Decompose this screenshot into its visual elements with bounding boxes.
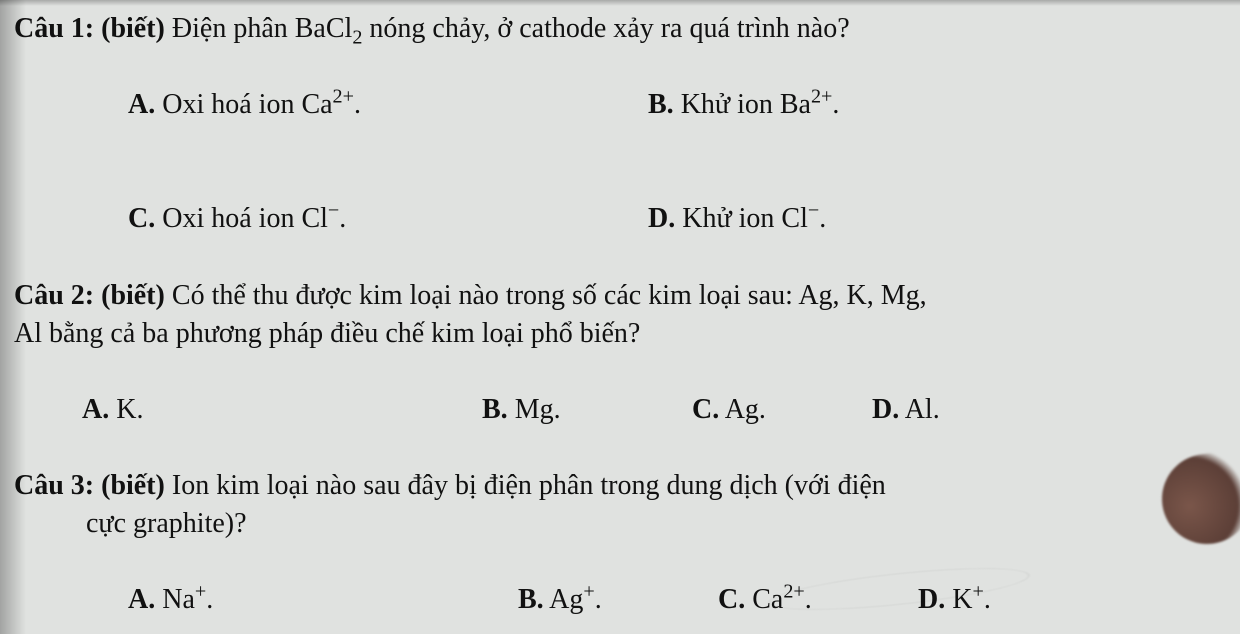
option-sup: 2+ [783, 581, 804, 603]
option-text: . [339, 203, 346, 234]
option-b: B. Mg. [440, 353, 650, 467]
option-sup: + [972, 581, 983, 603]
option-key: A. [82, 394, 109, 425]
option-key: A. [128, 89, 155, 120]
option-a: A. Oxi hoá ion Ca2+. [86, 48, 606, 162]
stem-text: Ion kim loại nào sau đây bị điện phân tr… [172, 470, 886, 501]
option-text: K [945, 584, 972, 615]
option-text: . [595, 584, 602, 615]
option-key: C. [692, 394, 719, 425]
stem-sub: 2 [352, 27, 362, 49]
option-key: C. [718, 584, 745, 615]
option-c: C. Oxi hoá ion Cl−. [86, 162, 606, 276]
question-1-stem: Câu 1: (biết) Điện phân BaCl2 nóng chảy,… [14, 10, 1222, 48]
option-text: Oxi hoá ion Ca [155, 89, 332, 120]
question-1-options-row-1: A. Oxi hoá ion Ca2+. B. Khử ion Ba2+. [14, 48, 1222, 162]
question-tag: (biết) [101, 280, 165, 311]
option-text: . [819, 203, 826, 234]
question-number: Câu 1: [14, 13, 94, 44]
option-c: C. Ag. [650, 353, 830, 467]
option-text: . [354, 89, 361, 120]
option-text: . [832, 89, 839, 120]
option-text: Ag [544, 584, 584, 615]
option-sup: + [583, 581, 594, 603]
option-text: Khử ion Ba [674, 89, 811, 120]
question-3-options-row: A. Na+. B. Ag+. C. Ca2+. D. K+. [14, 543, 1222, 634]
option-sup: − [808, 200, 819, 222]
option-text: . [984, 584, 991, 615]
stem-text: Có thể thu được kim loại nào trong số cá… [172, 280, 927, 311]
option-text: K. [109, 394, 143, 425]
option-key: D. [918, 584, 945, 615]
question-3-stem-line-2: cực graphite)? [14, 505, 1222, 543]
option-b: B. Ag+. [476, 543, 676, 634]
option-d: D. Al. [830, 353, 1010, 467]
question-tag: (biết) [101, 13, 165, 44]
option-d: D. Khử ion Cl−. [606, 162, 1126, 276]
option-text: Khử ion Cl [675, 203, 808, 234]
stem-text: nóng chảy, ở cathode xảy ra quá trình nà… [362, 13, 849, 44]
question-2-options-row: A. K. B. Mg. C. Ag. D. Al. [14, 353, 1222, 467]
option-b: B. Khử ion Ba2+. [606, 48, 1126, 162]
question-tag: (biết) [101, 470, 165, 501]
option-text: Mg. [508, 394, 561, 425]
option-text: Oxi hoá ion Cl [155, 203, 328, 234]
stem-text: cực graphite)? [86, 508, 247, 539]
option-text: Ca [745, 584, 783, 615]
option-key: B. [482, 394, 508, 425]
stem-text: Al bằng cả ba phương pháp điều chế kim l… [14, 318, 640, 349]
option-key: B. [648, 89, 674, 120]
exam-page: Câu 1: (biết) Điện phân BaCl2 nóng chảy,… [0, 0, 1240, 634]
option-a: A. Na+. [86, 543, 476, 634]
option-text: . [805, 584, 812, 615]
option-text: Ag. [719, 394, 766, 425]
option-sup: 2+ [333, 86, 354, 108]
option-text: Al. [899, 394, 939, 425]
stem-text: Điện phân BaCl [172, 13, 352, 44]
question-2-stem-line-1: Câu 2: (biết) Có thể thu được kim loại n… [14, 277, 1222, 315]
question-2-stem-line-2: Al bằng cả ba phương pháp điều chế kim l… [14, 315, 1222, 353]
question-1-options-row-2: C. Oxi hoá ion Cl−. D. Khử ion Cl−. [14, 162, 1222, 276]
question-3-stem-line-1: Câu 3: (biết) Ion kim loại nào sau đây b… [14, 467, 1222, 505]
question-number: Câu 2: [14, 280, 94, 311]
option-d: D. K+. [876, 543, 1036, 634]
option-text: . [206, 584, 213, 615]
option-key: D. [648, 203, 675, 234]
option-sup: + [195, 581, 206, 603]
option-key: B. [518, 584, 544, 615]
option-key: C. [128, 203, 155, 234]
question-number: Câu 3: [14, 470, 94, 501]
option-key: A. [128, 584, 155, 615]
option-key: D. [872, 394, 899, 425]
option-a: A. K. [40, 353, 440, 467]
option-sup: 2+ [811, 86, 832, 108]
option-c: C. Ca2+. [676, 543, 876, 634]
option-sup: − [328, 200, 339, 222]
option-text: Na [155, 584, 195, 615]
